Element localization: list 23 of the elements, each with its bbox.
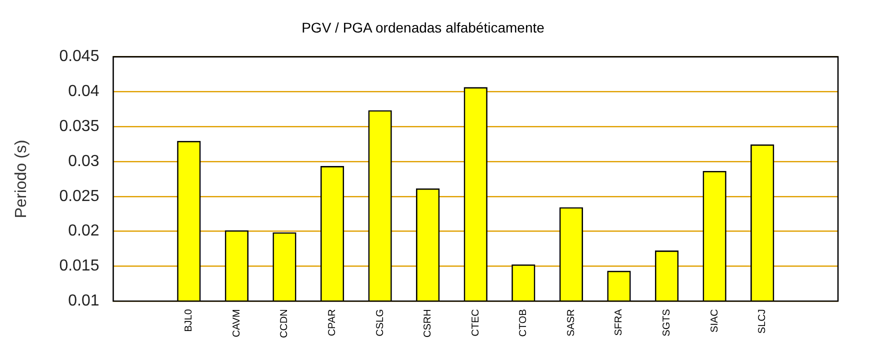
y-tick-label: 0.04 (68, 83, 100, 100)
x-tick-label: SFRA (614, 308, 625, 336)
x-tick-label: CSLG (374, 308, 386, 336)
x-tick-label: SLCJ (757, 309, 768, 334)
x-tick-label: CAVM (231, 309, 242, 338)
y-tick-label: 0.02 (68, 222, 100, 240)
x-tick-label: CTEC (470, 309, 482, 336)
y-tick-label: 0.025 (59, 188, 100, 205)
x-tick-label: CTOB (518, 308, 530, 337)
x-tick-label: CSRH (422, 309, 434, 338)
y-tick-label: 0.015 (59, 258, 100, 275)
x-tick-label: SASR (566, 309, 577, 336)
y-tick-label: 0.03 (68, 152, 100, 170)
x-tick-label: CPAR (327, 309, 338, 336)
x-tick-label: CCDN (279, 309, 290, 338)
y-tick-label: 0.035 (59, 118, 100, 136)
y-tick-label: 0.01 (68, 292, 100, 310)
x-tick-label: SIAC (709, 309, 720, 332)
y-tick-label: 0.045 (59, 48, 100, 66)
chart-title: PGV / PGA ordenadas alfabéticamente (302, 19, 545, 36)
x-tick-label: SGTS (662, 308, 673, 336)
x-tick-label: BJL0 (184, 308, 195, 332)
y-axis-title: Periodo (s) (13, 140, 30, 218)
